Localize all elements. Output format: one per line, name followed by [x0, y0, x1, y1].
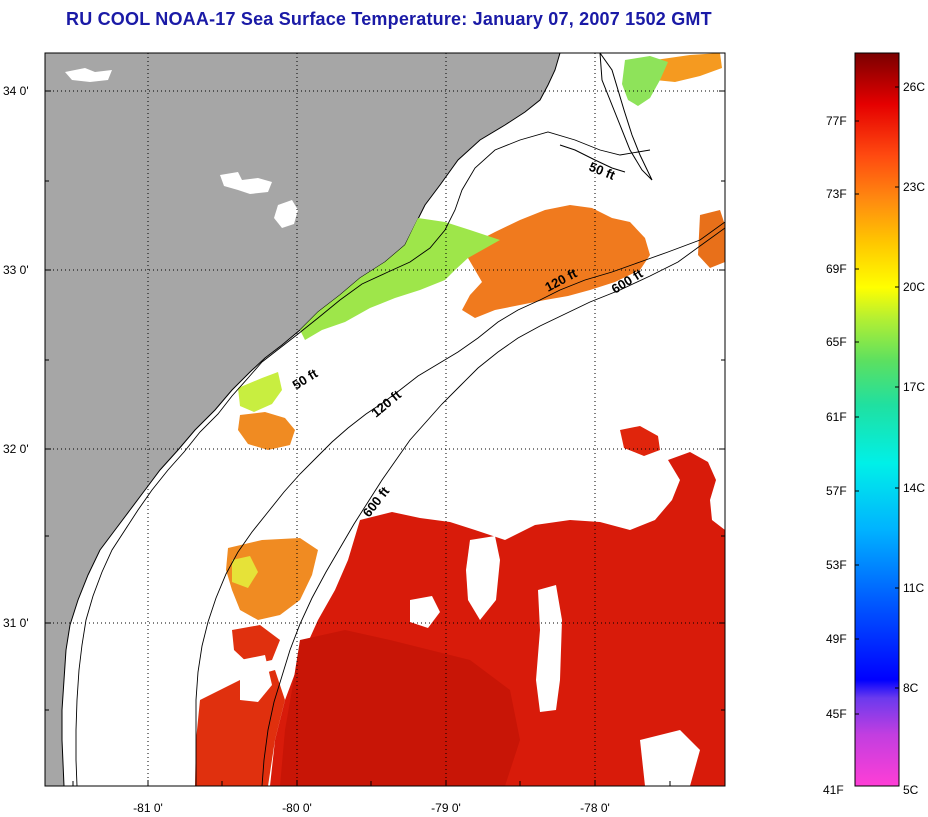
isobath-120ft — [195, 221, 725, 786]
lake — [220, 172, 272, 194]
lon-label: -79 0' — [431, 801, 461, 815]
sst-patch-orange — [698, 210, 725, 268]
colorbar-f-label: 77F — [826, 114, 847, 128]
lon-label: -78 0' — [580, 801, 610, 815]
colorbar-c-label: 23C — [903, 180, 925, 194]
colorbar-f-label: 49F — [826, 632, 847, 646]
cloud-gap — [240, 655, 272, 702]
sst-patch-green — [238, 372, 282, 412]
colorbar-c-label: 14C — [903, 481, 925, 495]
colorbar-ticks — [855, 86, 899, 787]
lat-label: 33 0' — [3, 263, 29, 277]
colorbar-c-label: 17C — [903, 380, 925, 394]
sst-patch-orange — [238, 412, 295, 450]
lat-label: 31 0' — [3, 616, 29, 630]
cloud-gap — [640, 730, 700, 786]
colorbar-c-label: 5C — [903, 783, 919, 797]
colorbar-f-label: 73F — [826, 187, 847, 201]
cloud-gap — [410, 596, 440, 628]
colorbar-f-label: 57F — [826, 484, 847, 498]
colorbar-c-label: 8C — [903, 681, 919, 695]
lon-label: -81 0' — [133, 801, 163, 815]
colorbar-c-label: 26C — [903, 80, 925, 94]
cloud-gap — [536, 585, 562, 712]
land-mass — [45, 53, 560, 786]
axis-ticks — [45, 90, 725, 786]
sst-patch-green — [300, 218, 500, 340]
coastline — [61, 53, 561, 786]
colorbar-f-label: 45F — [826, 707, 847, 721]
isobath-50ft — [75, 131, 651, 786]
sst-patch-red — [195, 670, 285, 786]
sst-patch-red — [232, 625, 280, 665]
colorbar-f-label: 53F — [826, 558, 847, 572]
sst-patch-red — [280, 630, 520, 786]
colorbar-c-label: 20C — [903, 280, 925, 294]
sst-patch-orange — [462, 205, 650, 318]
colorbar-f-label: 41F — [823, 783, 844, 797]
isobath-600ft — [261, 227, 725, 786]
lat-label: 34 0' — [3, 84, 29, 98]
lon-label: -80 0' — [282, 801, 312, 815]
colorbar-c-label: 11C — [903, 581, 924, 595]
lake — [274, 200, 298, 228]
colorbar-f-label: 69F — [826, 262, 847, 276]
cloud-gap — [466, 536, 500, 620]
sst-patch-orange — [655, 53, 722, 82]
colorbar-f-label: 65F — [826, 335, 847, 349]
graticule — [45, 53, 725, 786]
coastline-detail — [559, 144, 626, 173]
sst-patch-yellow — [232, 556, 258, 588]
sst-patch-green — [622, 56, 668, 106]
barrier-island — [599, 53, 653, 181]
lake — [65, 68, 112, 82]
colorbar-f-label: 61F — [826, 410, 847, 424]
map-title: RU COOL NOAA-17 Sea Surface Temperature:… — [66, 9, 712, 29]
colorbar — [854, 52, 900, 787]
map-frame — [44, 52, 726, 787]
lat-label: 32 0' — [3, 442, 29, 456]
